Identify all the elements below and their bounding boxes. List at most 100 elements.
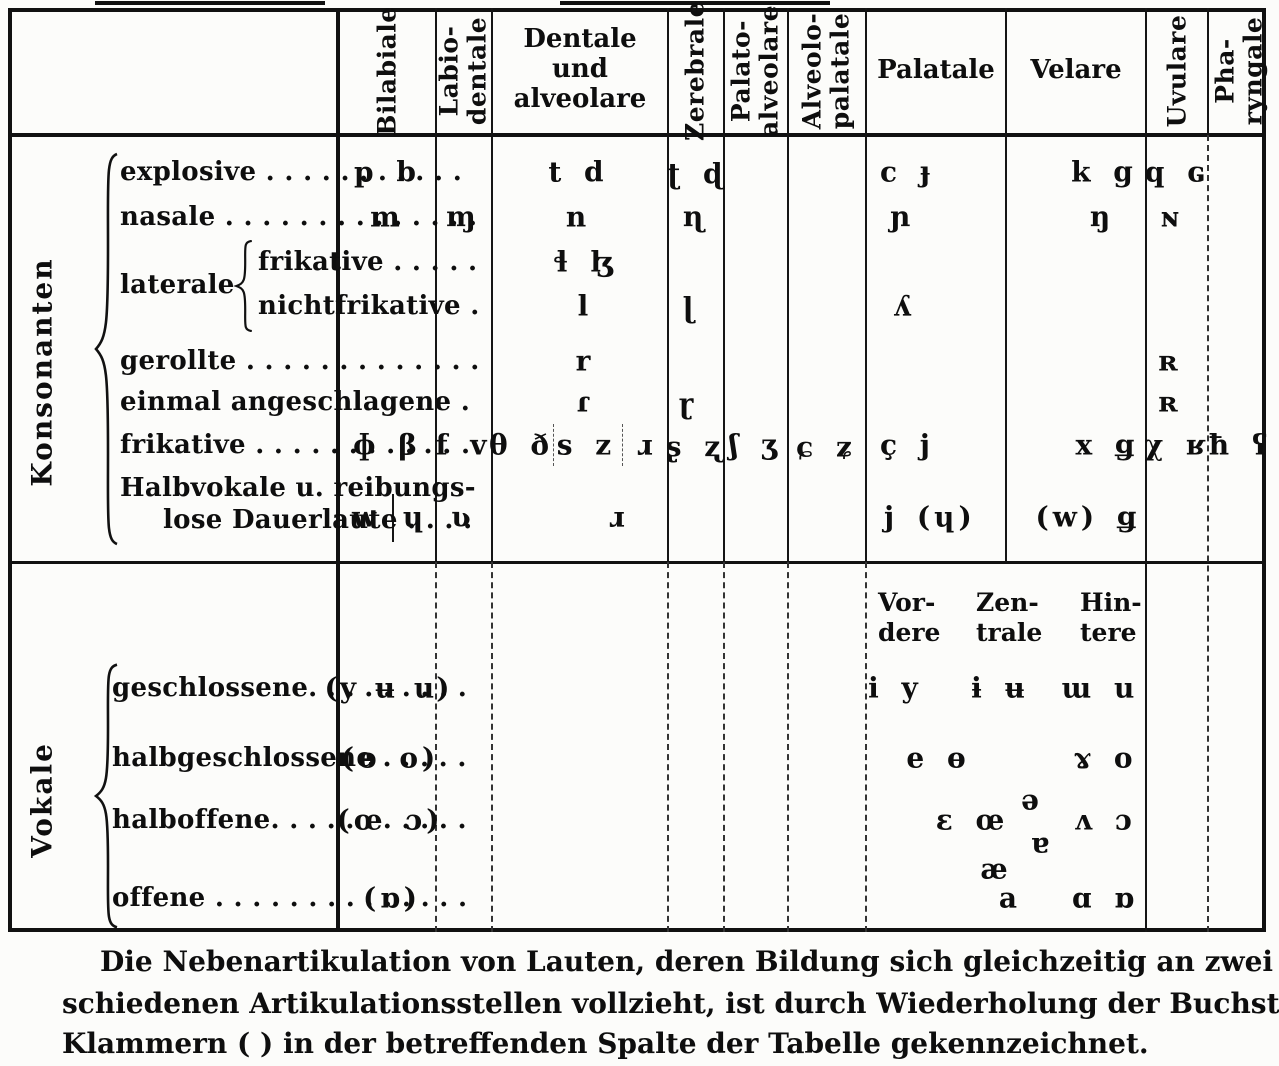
row-label-nasale: nasale . . . . . . . . . . . . . .: [120, 202, 478, 232]
col-rule-bilabiale: [435, 8, 437, 562]
cell-frikative-dentale-interdental: θ ð: [488, 428, 554, 462]
cell-frikative-dentale-alveolar: s z: [556, 428, 616, 462]
cell-halbvokale-palatale: j (ɥ): [884, 500, 976, 534]
section-label-konsonanten: Konsonanten: [25, 257, 59, 487]
konsonanten-brace: [90, 150, 120, 548]
column-header-bilabiale: Bilabiale: [372, 6, 402, 136]
row-label-explosive: explosive . . . . . . . . . . .: [120, 157, 463, 187]
cell-zwischen-zentrale: æ: [980, 852, 1012, 886]
cell-einmal-dentale: ɾ: [576, 385, 594, 419]
vowel-subheader-vordere: Vor- dere: [878, 588, 941, 647]
col-rule-alveolo: [865, 8, 867, 562]
cell-frikative-bilabiale: ɸ β: [353, 428, 421, 462]
col-rule-dentale-dashed: [667, 562, 669, 932]
cell-explosive-velare: k g: [1071, 155, 1137, 189]
cell-laterale-nichtfrikative-dentale: l: [577, 289, 593, 323]
cell-halbgeschlossene-vordere: e ɵ: [906, 741, 970, 775]
section-label-vokale: Vokale: [25, 742, 59, 858]
col-rule-palato-dashed: [787, 562, 789, 932]
cell-frikative-palato-alveolare: ʃ ʒ: [729, 428, 781, 462]
col-rule-bilabiale-dashed: [435, 562, 437, 932]
cell-geschlossene-zentrale: ɨ ʉ: [971, 671, 1029, 705]
cell-offene-bilabiale: (ɒ): [362, 881, 422, 915]
caption-line-3: Klammern ( ) in der betreffenden Spalte …: [62, 1027, 1149, 1060]
scan-artifact-line: [560, 1, 830, 5]
column-header-labiodentale: Labio- dentale: [434, 16, 492, 126]
section-divider-rule: [8, 561, 1266, 564]
cell-nasale-bilabiale: m: [370, 200, 404, 234]
dentale-subdivider-1: [553, 424, 554, 466]
row-label-geschlossene: geschlossene. . . . . . . . .: [112, 673, 468, 703]
row-label-gerollte: gerollte . . . . . . . . . . . . .: [120, 346, 480, 376]
label-column-rule: [336, 8, 340, 932]
cell-frikative-alveolo-palatale: ɕ ʑ: [796, 430, 856, 464]
caption-line-2: schiedenen Artikulationsstellen vollzieh…: [62, 987, 1279, 1020]
cell-halbvokale-labiodentale: ʋ: [451, 500, 475, 534]
cell-explosive-bilabiale: p b: [354, 155, 420, 189]
scan-artifact-line: [95, 1, 325, 5]
cell-gerollte-dentale: r: [575, 344, 595, 378]
row-label-halbvokale-1: Halbvokale u. reibungs-: [120, 473, 476, 503]
cell-halbvokale-dentale: ɹ: [609, 500, 629, 534]
col-rule-zerebrale: [723, 8, 725, 562]
cell-geschlossene-vordere: i y: [868, 671, 922, 705]
dentale-subdivider-2: [622, 424, 623, 466]
column-header-alveolo-palatale: Alveolo- palatale: [797, 12, 855, 130]
cell-frikative-dentale-postalveolar: ɹ: [637, 428, 657, 462]
caption-line-1: Die Nebenartikulation von Lauten, deren …: [100, 945, 1279, 978]
cell-frikative-uvulare: χ ʁ: [1144, 428, 1210, 462]
laterale-brace: [232, 240, 254, 332]
column-header-palato-alveolare: Palato- alveolare: [726, 4, 784, 138]
cell-halboffene-vordere: ɛ œ: [935, 803, 1009, 837]
cell-halbvokale-bilabiale-w: w: [351, 500, 381, 534]
row-label-halbvokale-2: lose Dauerlaute . . . .: [163, 505, 473, 535]
row-label-halboffene: halboffene. . . . . . . . . . .: [112, 805, 467, 835]
cell-nasale-velare: ŋ: [1089, 200, 1115, 234]
column-header-uvulare: Uvulare: [1162, 14, 1192, 128]
cell-laterale-nichtfrikative-palatale: ʎ: [893, 289, 915, 323]
col-rule-alveolo-dashed: [865, 562, 867, 932]
cell-halboffene-bilabiale: (œ ɔ): [336, 803, 444, 837]
col-rule-uvulare-pharyngale-dashed: [1207, 135, 1209, 932]
table-border: [8, 8, 1266, 932]
column-header-velare: Velare: [1030, 55, 1122, 86]
column-header-dentale: Dentale und alveolare: [513, 24, 647, 114]
cell-einmal-uvulare: ʀ: [1158, 385, 1182, 419]
vowel-subheader-hintere: Hin- tere: [1080, 588, 1142, 647]
cell-nasale-dentale: n: [565, 200, 591, 234]
cell-halboffene-hintere: ʌ ɔ: [1074, 803, 1136, 837]
cell-offene-hintere: ɑ ɒ: [1072, 881, 1138, 915]
cell-explosive-palatale: c ɟ: [880, 155, 935, 189]
cell-geschlossene-hintere: ɯ u: [1061, 671, 1139, 705]
cell-explosive-dentale: t d: [548, 155, 608, 189]
col-rule-uvulare-pharyngale: [1207, 8, 1209, 135]
column-header-zerebrale: Zerebrale: [680, 1, 710, 141]
cell-explosive-uvulare: q ɢ: [1144, 155, 1210, 189]
vowel-subheader-zentrale: Zen- trale: [976, 588, 1043, 647]
cell-frikative-pharyngale: ħ ʕ: [1208, 428, 1272, 462]
bilabiale-subdivider: [392, 494, 394, 542]
cell-frikative-labiodentale: f v: [435, 428, 491, 462]
cell-frikative-palatale: ç j: [880, 428, 934, 462]
row-label-frikative: frikative . . . . . . . . . . . .: [120, 430, 471, 460]
row-label-offene: offene . . . . . . . . . . . . . .: [112, 883, 468, 913]
header-bottom-rule: [8, 133, 1266, 137]
col-rule-labiodentale-dashed: [491, 562, 493, 932]
cell-halboffene-zentrale-ober: ə: [1021, 783, 1043, 817]
row-label-laterale-frikative: frikative . . . . .: [258, 247, 478, 277]
cell-frikative-velare: x ǥ: [1075, 428, 1139, 462]
column-header-pharyngale: Pha- ryngale: [1210, 16, 1268, 126]
cell-nasale-labiodentale: ɱ: [446, 200, 480, 234]
col-rule-zerebrale-dashed: [723, 562, 725, 932]
cell-halbgeschlossene-hintere: ɤ o: [1073, 741, 1137, 775]
col-rule-palato: [787, 8, 789, 562]
vokale-brace: [90, 662, 120, 930]
cell-einmal-zerebrale: ɽ: [678, 387, 698, 421]
row-label-einmal-angeschlagene: einmal angeschlagene .: [120, 387, 471, 417]
cell-offene-zentrale: a: [998, 881, 1022, 915]
column-header-palatale: Palatale: [877, 55, 995, 86]
cell-laterale-nichtfrikative-zerebrale: ɭ: [682, 291, 698, 325]
cell-gerollte-uvulare: ʀ: [1158, 344, 1182, 378]
cell-nasale-palatale: ɲ: [890, 200, 915, 234]
